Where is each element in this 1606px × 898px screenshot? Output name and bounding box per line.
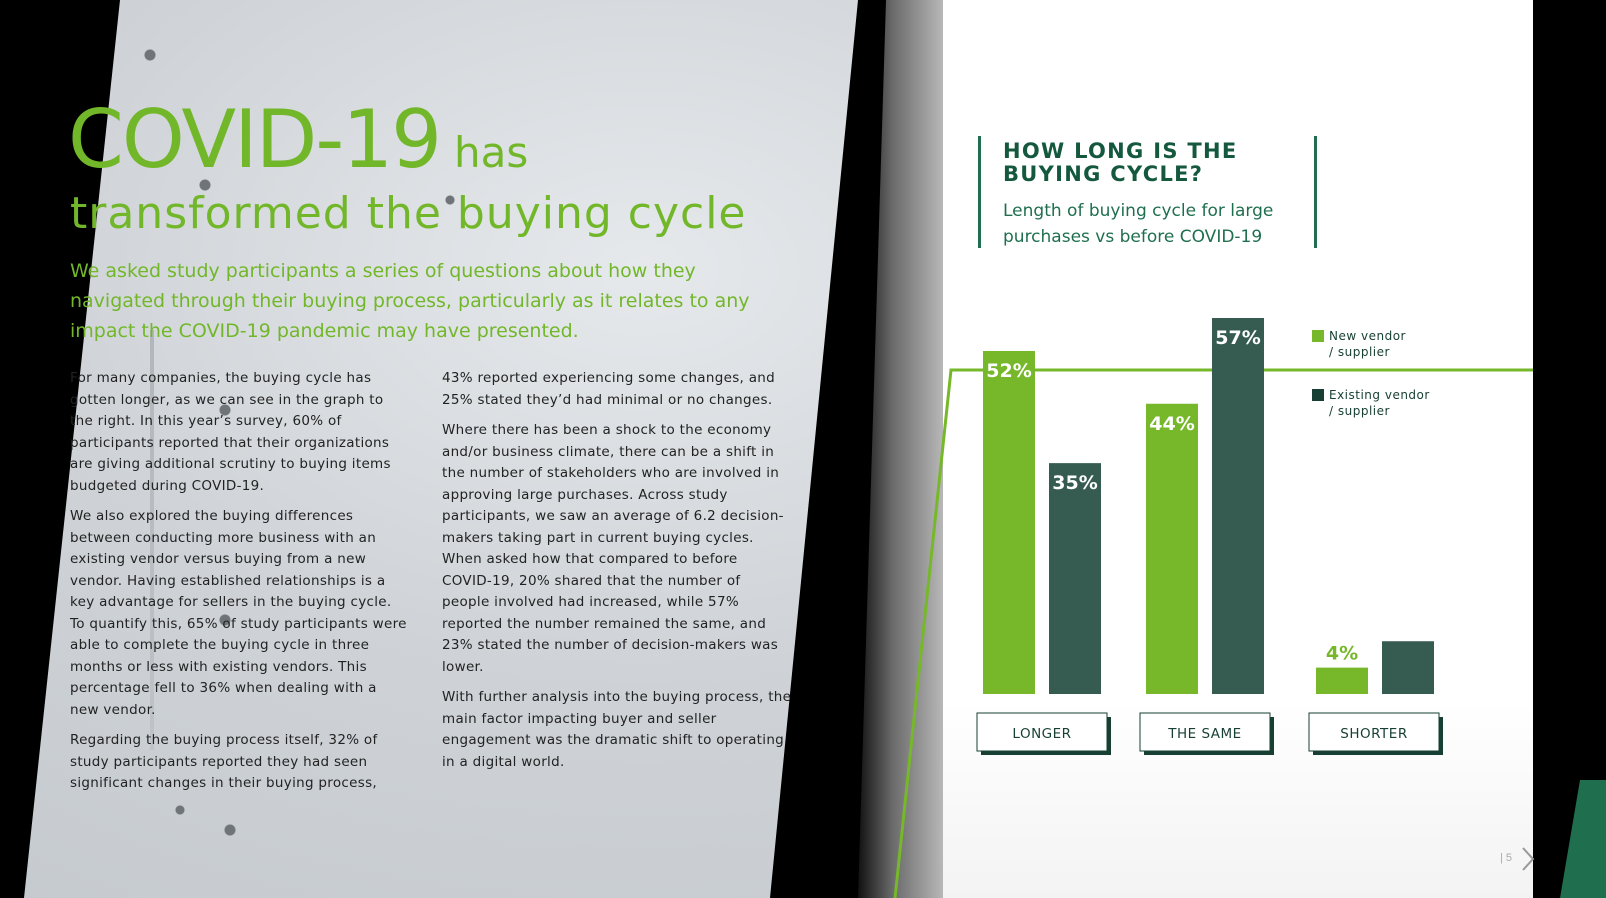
bar xyxy=(1146,403,1198,694)
headline-small: has xyxy=(454,128,529,177)
bar xyxy=(1212,318,1264,694)
legend-label-line2: / supplier xyxy=(1329,345,1390,359)
bar-value-label: 4% xyxy=(1326,643,1358,665)
legend-swatch xyxy=(1312,330,1324,342)
headline-line2: transformed the buying cycle xyxy=(70,188,747,239)
bar-value-label: 35% xyxy=(1052,472,1097,494)
paragraph: For many companies, the buying cycle has… xyxy=(70,370,391,494)
accent-line xyxy=(893,368,1533,898)
chart-header-rule-right xyxy=(1314,136,1317,248)
legend-swatch xyxy=(1312,389,1324,401)
category-box xyxy=(1139,712,1271,752)
chart-title: HOW LONG IS THE BUYING CYCLE? xyxy=(1003,139,1238,186)
legend-label: New vendor xyxy=(1329,329,1406,343)
category-label: LONGER xyxy=(1012,726,1071,742)
bar-value-label: 44% xyxy=(1149,413,1194,435)
headline-big: COVID-19 xyxy=(68,93,442,186)
paragraph: Regarding the buying process itself, 32%… xyxy=(70,732,378,791)
bar-value-label: 57% xyxy=(1215,327,1260,349)
legend-label-line2: / supplier xyxy=(1329,404,1390,418)
body-column-2: 43% reported experiencing some changes, … xyxy=(442,368,792,782)
bar-value-label: 52% xyxy=(986,360,1031,382)
paragraph: With further analysis into the buying pr… xyxy=(442,689,792,770)
page-number-value: 5 xyxy=(1505,852,1513,864)
headline: COVID-19 has xyxy=(68,100,528,180)
chart-header-rule-left xyxy=(978,136,981,248)
category-label: THE SAME xyxy=(1167,726,1241,742)
page-number: | 5 xyxy=(1500,852,1513,864)
legend-label: Existing vendor xyxy=(1329,388,1430,402)
paragraph: We also explored the buying differences … xyxy=(70,508,407,718)
paragraph: Where there has been a shock to the econ… xyxy=(442,422,784,675)
bar xyxy=(1049,463,1101,694)
chevron-right-icon[interactable] xyxy=(1520,845,1536,873)
chart-subtitle: Length of buying cycle for large purchas… xyxy=(1003,201,1274,247)
paragraph: 43% reported experiencing some changes, … xyxy=(442,370,776,408)
category-box xyxy=(976,712,1108,752)
intro-paragraph: We asked study participants a series of … xyxy=(70,260,750,342)
bar xyxy=(983,350,1035,694)
bar-value-label: 8% xyxy=(1392,616,1424,638)
bar xyxy=(1316,667,1368,694)
body-column-1: For many companies, the buying cycle has… xyxy=(70,368,410,804)
bar xyxy=(1382,641,1434,694)
category-box xyxy=(1308,712,1440,752)
category-label: SHORTER xyxy=(1340,726,1407,742)
right-black-band xyxy=(1533,0,1606,898)
